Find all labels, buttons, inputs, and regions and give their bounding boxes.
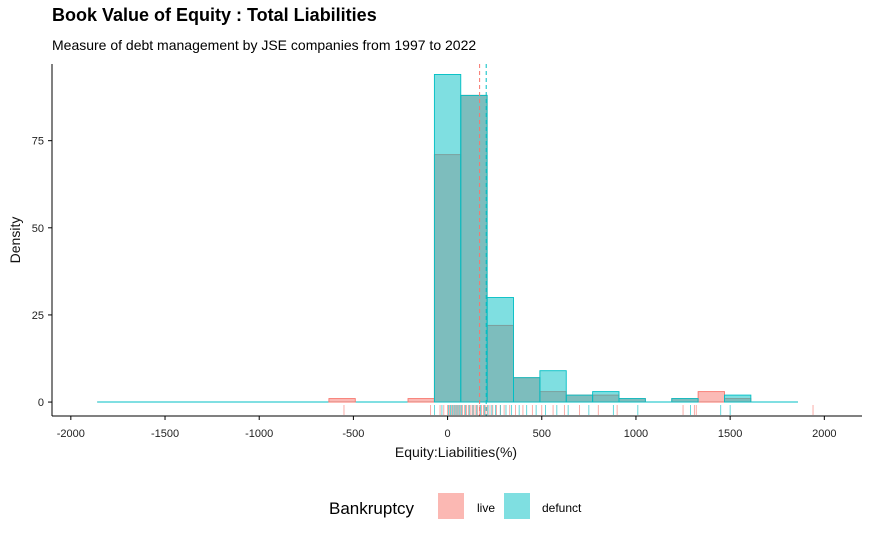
x-tick-label-0: 0: [445, 428, 451, 440]
x-axis-ticks: -2000 -1500 -1000 -500 0 500 1000 1500 2000: [57, 416, 837, 440]
x-tick-label-2000: 2000: [812, 428, 836, 440]
x-tick-label--1500: -1500: [151, 428, 179, 440]
chart-subtitle: Measure of debt management by JSE compan…: [52, 37, 476, 53]
x-tick-label--500: -500: [342, 428, 364, 440]
bar-live-11: [697, 391, 725, 403]
bar-defunct-4: [539, 370, 567, 403]
y-axis-ticks: 0 25 50 75: [32, 136, 52, 409]
bar-live-1: [407, 398, 435, 403]
y-tick-label-25: 25: [32, 310, 44, 322]
y-tick-label-50: 50: [32, 223, 44, 235]
legend-title: Bankruptcy: [329, 499, 415, 518]
bar-live-0: [328, 398, 356, 403]
bar-defunct-9: [724, 394, 752, 403]
bar-defunct-8: [671, 398, 699, 403]
y-tick-label-75: 75: [32, 136, 44, 148]
plot-area: [97, 64, 814, 416]
legend: Bankruptcy live defunct: [329, 493, 582, 519]
bar-defunct-0: [433, 74, 462, 403]
chart-title: Book Value of Equity : Total Liabilities: [52, 5, 377, 25]
x-tick-label--2000: -2000: [57, 428, 85, 440]
x-tick-label-500: 500: [533, 428, 551, 440]
legend-key-defunct: [504, 493, 530, 519]
legend-key-live: [438, 493, 464, 519]
bar-defunct-5: [565, 394, 594, 403]
x-tick-label--1000: -1000: [245, 428, 273, 440]
y-tick-label-0: 0: [38, 397, 44, 409]
bar-defunct-1: [460, 94, 488, 403]
bar-defunct-2: [486, 297, 514, 403]
legend-label-live: live: [477, 501, 495, 515]
x-axis-title: Equity:Liabilities(%): [395, 444, 517, 460]
x-tick-label-1500: 1500: [718, 428, 742, 440]
bar-defunct-6: [592, 391, 620, 403]
legend-label-defunct: defunct: [542, 501, 582, 515]
y-axis-title: Density: [7, 217, 23, 264]
bar-defunct-7: [618, 398, 646, 403]
x-tick-label-1000: 1000: [624, 428, 648, 440]
bar-defunct-3: [513, 377, 541, 403]
